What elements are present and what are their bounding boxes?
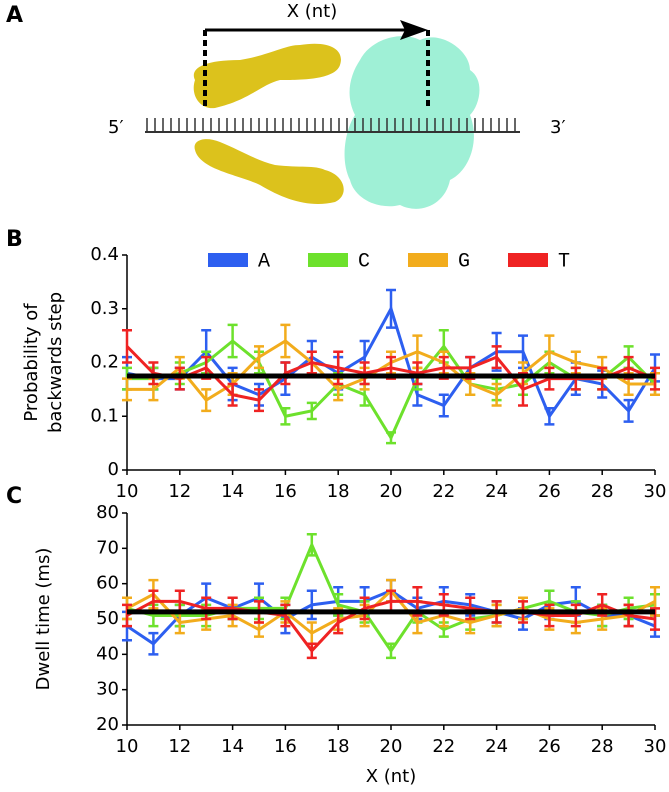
- end-label: 5′: [108, 117, 124, 138]
- x-tick-label: 20: [380, 481, 403, 502]
- y-tick-label: 0.4: [90, 244, 119, 265]
- y-tick-label: 20: [96, 714, 119, 735]
- panel-label: A: [6, 3, 23, 28]
- x-tick-label: 30: [644, 481, 667, 502]
- legend-swatch: [408, 253, 448, 267]
- y-tick-label: 0.2: [90, 352, 119, 373]
- y-tick-label: 0.1: [90, 405, 119, 426]
- series-line: [126, 304, 657, 420]
- y-tick-label: 40: [96, 643, 119, 664]
- end-label: 3′: [550, 117, 566, 138]
- legend-label: A: [258, 250, 270, 273]
- polymerase: [344, 36, 480, 209]
- y-axis-label: Probability of: [21, 303, 42, 422]
- x-tick-label: 24: [485, 736, 508, 757]
- x-tick-label: 28: [591, 481, 614, 502]
- x-tick-label: 12: [168, 736, 191, 757]
- y-tick-label: 50: [96, 608, 119, 629]
- legend-label: C: [358, 250, 370, 273]
- y-tick-label: 80: [96, 502, 119, 523]
- x-tick-label: 16: [274, 736, 297, 757]
- x-tick-label: 26: [538, 736, 561, 757]
- y-tick-label: 70: [96, 537, 119, 558]
- x-tick-label: 12: [168, 481, 191, 502]
- panel-label: B: [6, 227, 23, 252]
- legend-swatch: [508, 253, 548, 267]
- y-tick-label: 30: [96, 679, 119, 700]
- x-tick-label: 18: [327, 736, 350, 757]
- x-tick-label: 18: [327, 481, 350, 502]
- x-tick-label: 30: [644, 736, 667, 757]
- y-axis-label: backwards step: [45, 292, 66, 433]
- error-bar: [122, 603, 132, 628]
- legend-label: G: [458, 250, 470, 273]
- x-tick-label: 22: [432, 481, 455, 502]
- protein-top: [193, 43, 341, 109]
- x-tick-label: 26: [538, 481, 561, 502]
- x-tick-label: 14: [221, 736, 244, 757]
- series-line: [127, 339, 657, 441]
- x-tick-label: 14: [221, 481, 244, 502]
- x-tick-label: 24: [485, 481, 508, 502]
- dna-bases: [146, 118, 516, 132]
- x-tick-label: 10: [116, 736, 139, 757]
- legend-swatch: [308, 253, 348, 267]
- x-tick-label: 10: [116, 481, 139, 502]
- x-tick-label: 20: [380, 736, 403, 757]
- x-tick-label: 28: [591, 736, 614, 757]
- arrow-label: X (nt): [287, 1, 338, 22]
- arrow-head: [400, 20, 428, 40]
- legend-label: T: [558, 250, 570, 273]
- y-tick-label: 60: [96, 573, 119, 594]
- y-axis-label: Dwell time (ms): [33, 548, 54, 691]
- x-axis-label: X (nt): [366, 766, 417, 787]
- y-tick-label: 0.3: [90, 298, 119, 319]
- panel-label: C: [6, 484, 22, 509]
- y-tick-label: 0: [108, 459, 119, 480]
- x-tick-label: 16: [274, 481, 297, 502]
- legend-swatch: [208, 253, 248, 267]
- diagram: X (nt) 5′ 3′: [108, 1, 566, 209]
- protein-bottom: [194, 139, 344, 205]
- series-line: [126, 599, 656, 654]
- x-tick-label: 22: [432, 736, 455, 757]
